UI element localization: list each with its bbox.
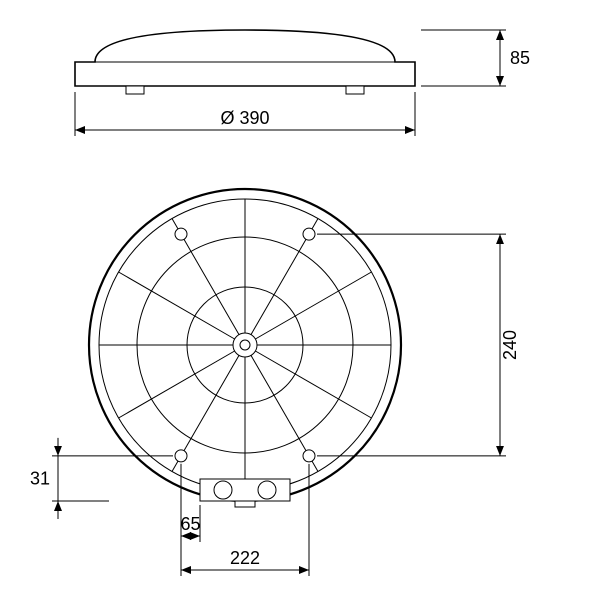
dim-tiny-height-label: 31 xyxy=(30,468,50,488)
dimension-drawing: Ø 390 85 240 222 65 31 xyxy=(0,0,600,600)
dim-height-label: 85 xyxy=(510,48,530,68)
side-elevation xyxy=(75,30,415,94)
bottom-plan-view xyxy=(89,189,401,507)
dim-small-width-label: 65 xyxy=(180,514,200,534)
dim-diameter-label: Ø 390 xyxy=(220,108,269,128)
dim-mount-height-label: 240 xyxy=(500,330,520,360)
dim-bottom-width-label: 222 xyxy=(230,548,260,568)
